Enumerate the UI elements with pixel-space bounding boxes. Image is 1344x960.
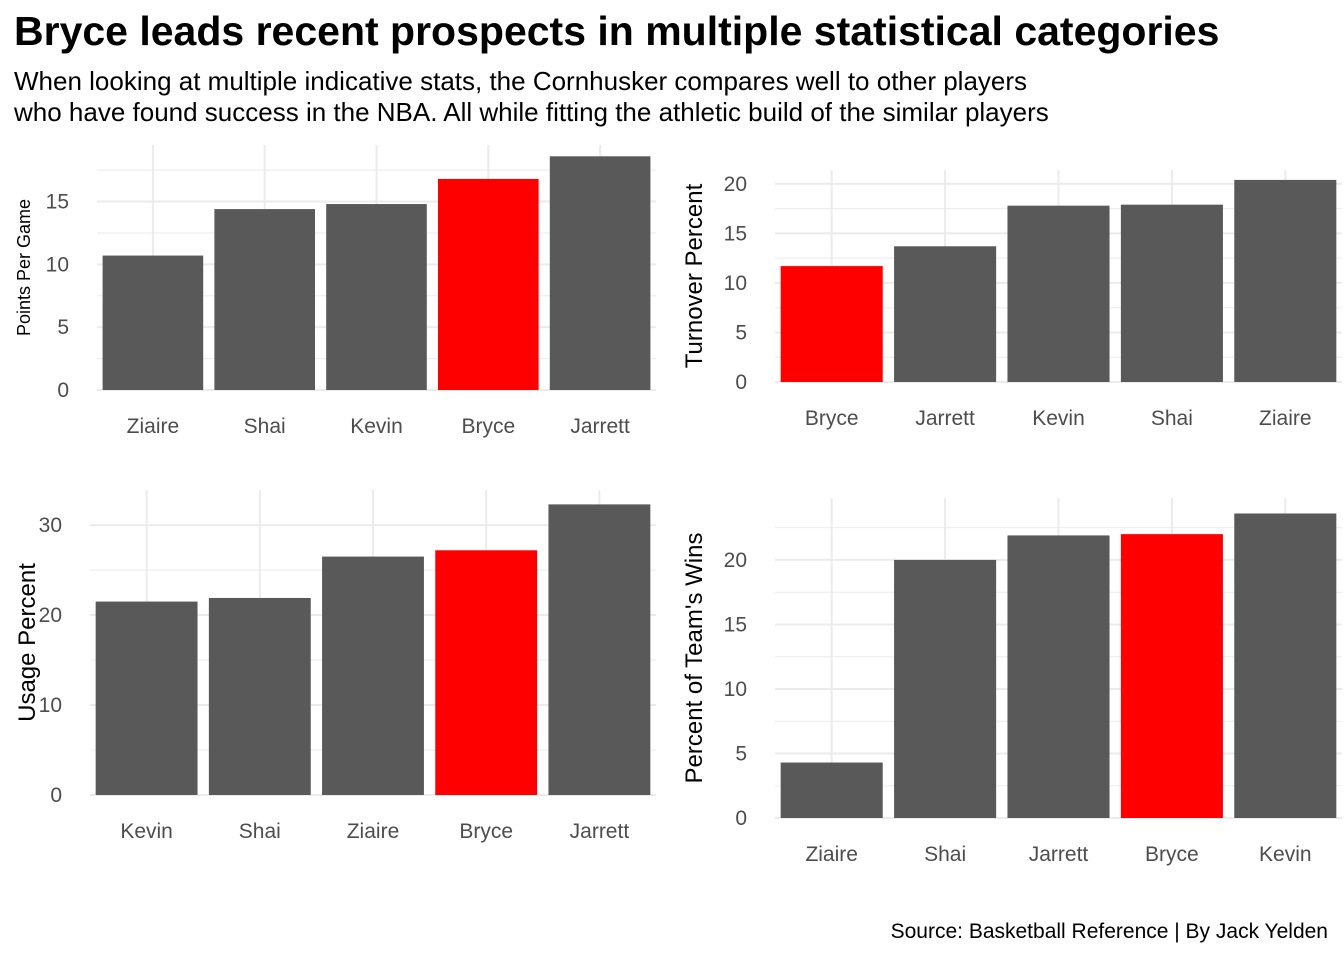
x-tick-label: Ziaire [127,415,180,438]
x-tick-label: Shai [924,843,966,866]
bar-ziaire [780,762,883,818]
x-tick-label: Bryce [805,407,859,430]
x-tick-label: Bryce [461,415,515,438]
x-tick-label: Shai [244,415,286,438]
source-caption: Source: Basketball Reference | By Jack Y… [890,920,1328,943]
bar-jarrett [549,156,651,390]
subtitle-line-2: who have found success in the NBA. All w… [14,97,1049,127]
bar-jarrett [548,504,651,795]
y-tick-label: 10 [39,694,62,717]
x-tick-label: Kevin [1032,407,1085,430]
x-tick-label: Bryce [459,820,513,843]
y-tick-label: 10 [724,678,747,701]
chart-title: Bryce leads recent prospects in multiple… [14,8,1220,54]
y-tick-label: 15 [724,222,747,245]
usage-percent-chart: 0 10 20 30 Kevin Shai Ziaire Bryce Jarrett Usage … [14,490,656,843]
bar-shai [214,209,316,390]
y-tick-label: 5 [57,316,69,339]
x-tick-label: Kevin [350,415,403,438]
x-tick-label: Kevin [120,820,173,843]
x-tick-label: Kevin [1259,843,1312,866]
x-tick-label: Ziaire [805,843,858,866]
bar-kevin [326,204,427,390]
bar-bryce [437,178,539,390]
bar-kevin [1234,513,1337,818]
y-tick-label: 5 [735,742,747,765]
bar-ziaire [102,255,204,390]
y-tick-label: 0 [50,784,62,807]
subtitle-line-1: When looking at multiple indicative stat… [14,66,1028,96]
bar-kevin [95,601,198,795]
y-tick-label: 20 [724,173,747,196]
y-tick-label: 0 [735,807,747,830]
y-tick-label: 10 [724,272,747,295]
bar-ziaire [322,556,424,795]
bar-bryce [435,550,538,795]
x-tick-label: Jarrett [570,415,630,438]
bar-bryce [780,266,883,382]
y-tick-label: 0 [735,371,747,394]
x-tick-label: Bryce [1145,843,1199,866]
turnover-percent-chart: 0 5 10 15 20 Bryce Jarrett Kevin Shai Ziaire Turno… [681,170,1342,430]
x-tick-label: Ziaire [1259,407,1312,430]
y-tick-label: 15 [724,613,747,636]
y-tick-label: 30 [39,514,62,537]
x-tick-label: Ziaire [347,820,400,843]
x-tick-label: Shai [239,820,281,843]
y-tick-label: 10 [46,253,69,276]
bar-jarrett [1007,535,1110,818]
x-tick-label: Jarrett [570,820,630,843]
x-tick-label: Jarrett [1029,843,1089,866]
bar-shai [208,597,311,795]
y-tick-label: 20 [39,604,62,627]
y-tick-label: 0 [57,379,69,402]
y-axis-label: Points Per Game [14,199,34,336]
x-tick-label: Shai [1151,407,1193,430]
bar-shai [1120,204,1223,382]
y-axis-label: Turnover Percent [681,183,708,368]
chart-subtitle: When looking at multiple indicative stat… [14,66,1049,128]
bar-bryce [1120,534,1223,818]
points-per-game-chart: 0 5 10 15 Ziaire Shai Kevin Bryce Jarrett Points … [14,145,656,438]
y-tick-label: 5 [735,321,747,344]
y-axis-label: Percent of Team's Wins [681,533,708,784]
y-axis-label: Usage Percent [14,563,41,722]
y-tick-label: 15 [46,191,69,214]
x-tick-label: Jarrett [915,407,975,430]
team-wins-percent-chart: 0 5 10 15 20 Ziaire Shai Jarrett Bryce Kevin Perce… [681,498,1342,866]
bar-kevin [1007,205,1110,382]
bar-jarrett [894,246,997,382]
y-tick-label: 20 [724,549,747,572]
bar-shai [894,559,997,818]
bar-ziaire [1234,179,1337,382]
